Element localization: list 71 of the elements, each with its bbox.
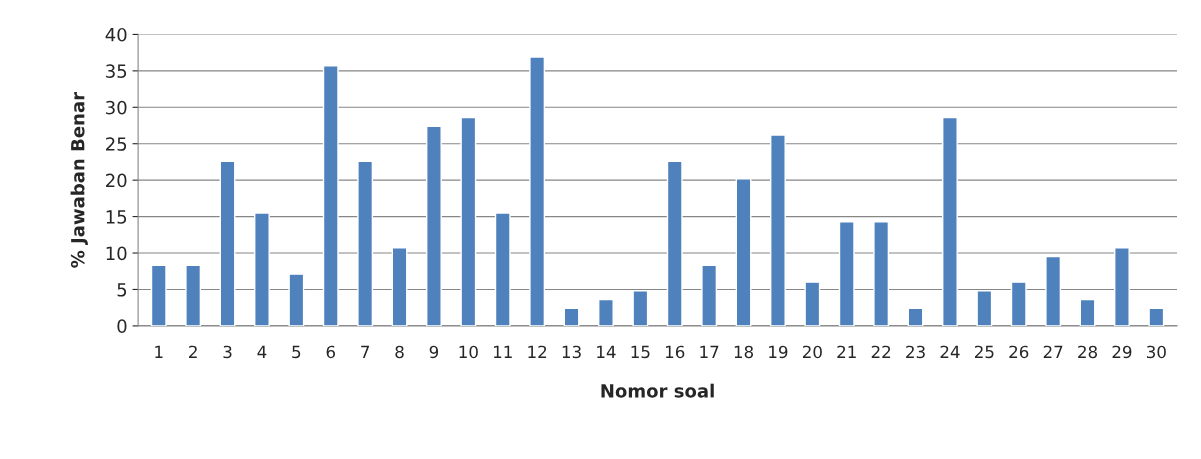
- x-tick-label: 4: [257, 345, 267, 358]
- x-tick-label: 10: [459, 345, 478, 359]
- bar: [1148, 307, 1165, 326]
- x-tick-label: 21: [837, 345, 856, 358]
- x-tick-label: 13: [562, 345, 581, 359]
- x-tick-label: 16: [665, 345, 685, 359]
- x-tick-label: 9: [429, 345, 439, 359]
- bar: [563, 307, 580, 326]
- bar: [838, 220, 855, 326]
- y-tick-label: 10: [106, 246, 127, 261]
- x-tick-label: 22: [871, 345, 891, 358]
- bar: [1079, 298, 1096, 326]
- x-tick-label: 17: [700, 345, 719, 358]
- bar: [1045, 255, 1062, 326]
- bar: [494, 212, 511, 326]
- y-tick-label: 20: [106, 173, 127, 188]
- x-tick-label: 12: [528, 345, 547, 358]
- bar: [907, 307, 924, 326]
- x-tick-label: 20: [802, 345, 822, 359]
- x-tick-label: 8: [395, 345, 404, 359]
- x-tick-label: 1: [155, 345, 163, 358]
- y-axis-title: % Jawaban Benar: [70, 92, 88, 268]
- bar: [770, 134, 786, 326]
- bar: [1114, 247, 1130, 326]
- bar: [804, 281, 821, 326]
- bar: [873, 220, 890, 326]
- bar: [426, 125, 442, 326]
- x-tick-label: 11: [493, 345, 512, 358]
- x-tick-label: 14: [597, 345, 616, 358]
- y-tick-label: 35: [106, 64, 127, 78]
- bar: [701, 264, 718, 326]
- bar: [598, 298, 614, 326]
- y-tick-label: 15: [106, 210, 127, 224]
- x-tick-label: 18: [734, 345, 754, 359]
- bar: [460, 116, 477, 326]
- x-tick-label: 19: [769, 345, 788, 359]
- x-axis-title: Nomor soal: [601, 383, 714, 398]
- y-tick-label: 5: [117, 283, 127, 297]
- bar: [322, 65, 339, 326]
- bar: [1010, 281, 1027, 326]
- y-tick-label: 0: [117, 319, 127, 334]
- y-tick-label: 40: [105, 27, 127, 42]
- x-tick-label: 5: [292, 345, 301, 359]
- bar: [976, 290, 993, 326]
- y-tick-label: 25: [106, 137, 127, 151]
- bar: [254, 212, 270, 326]
- bar: [391, 247, 408, 326]
- x-tick-label: 30: [1147, 345, 1166, 359]
- bar: [529, 56, 546, 326]
- x-tick-label: 29: [1112, 345, 1132, 359]
- x-tick-label: 15: [631, 345, 650, 359]
- x-tick-label: 23: [906, 345, 925, 359]
- x-tick-label: 3: [223, 345, 232, 359]
- bar: [150, 264, 167, 326]
- bar: [942, 116, 958, 326]
- bar: [357, 160, 374, 326]
- bar: [632, 290, 649, 326]
- bar: [185, 264, 202, 326]
- x-tick-label: 25: [974, 345, 994, 359]
- x-tick-label: 2: [189, 345, 197, 358]
- x-tick-label: 26: [1009, 345, 1029, 359]
- bar: [666, 160, 683, 326]
- bar: [735, 178, 752, 326]
- x-tick-label: 24: [940, 345, 960, 358]
- x-tick-label: 27: [1043, 345, 1063, 358]
- x-tick-label: 7: [361, 345, 370, 358]
- x-tick-label: 6: [326, 345, 335, 359]
- y-tick-label: 30: [106, 100, 127, 115]
- x-tick-label: 28: [1078, 345, 1097, 359]
- bar: [288, 273, 305, 326]
- bar: [219, 160, 236, 326]
